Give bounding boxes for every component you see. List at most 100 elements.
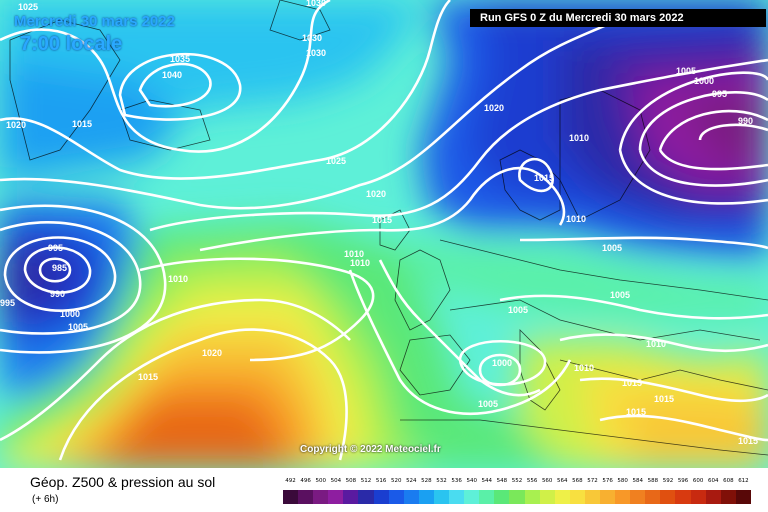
scale-label: 556 (526, 478, 538, 484)
isobar-label: 995 (712, 89, 728, 99)
isobar-label: 1015 (626, 407, 647, 417)
scale-swatch (449, 490, 465, 504)
scale-label: 568 (572, 478, 583, 484)
isobar-label: 1005 (478, 399, 499, 409)
isobar-label: 1005 (68, 322, 89, 332)
scale-label: 588 (647, 478, 659, 484)
scale-swatch (418, 490, 434, 504)
scale-swatch (539, 490, 555, 504)
color-scale-bar (283, 490, 751, 504)
scale-label: 508 (345, 478, 357, 484)
isobar-label: 1020 (366, 189, 387, 199)
isobar-label: 1025 (18, 2, 39, 12)
scale-label: 516 (375, 478, 387, 484)
scale-swatch (328, 490, 344, 504)
scale-swatch (298, 490, 314, 504)
scale-swatch (675, 490, 691, 504)
isobar-label: 1005 (508, 305, 529, 315)
chart-title: Géop. Z500 & pression au sol (30, 474, 216, 490)
isobar-label: 1030 (306, 48, 327, 58)
scale-label: 500 (315, 478, 326, 484)
isobar-label: 990 (50, 289, 66, 299)
z500-field (0, 0, 768, 468)
scale-swatch (358, 490, 374, 504)
scale-label: 572 (587, 478, 598, 484)
scale-swatch (645, 490, 661, 504)
scale-label: 540 (466, 478, 477, 484)
scale-label: 564 (557, 478, 568, 484)
isobar-label: 1015 (654, 394, 675, 404)
isobar-label: 1000 (60, 309, 81, 319)
forecast-offset: (+ 6h) (32, 494, 59, 505)
isobar-label: 985 (52, 263, 68, 273)
isobar-label: 1010 (344, 249, 365, 259)
isobar-label: 1020 (202, 348, 223, 358)
isobar-label: 1015 (72, 119, 93, 129)
scale-swatch (630, 490, 646, 504)
scale-label: 504 (330, 478, 342, 484)
isobar-label: 1010 (168, 274, 189, 284)
isobar-label: 1035 (170, 54, 191, 64)
isobar-label: 1030 (302, 33, 323, 43)
scale-label: 492 (285, 478, 296, 484)
isobar-label: 1030 (306, 0, 327, 8)
scale-swatch (464, 490, 480, 504)
color-scale-labels: 492 496 500 504 508 512 516 520 524 528 532 536 540 5… (283, 478, 751, 488)
scale-swatch (705, 490, 721, 504)
scale-swatch (494, 490, 510, 504)
scale-swatch (599, 490, 616, 504)
isobar-label: 995 (0, 298, 16, 308)
scale-label: 576 (602, 478, 613, 484)
map-local-time: 7:00 locale (20, 33, 123, 55)
map-date: Mercredi 30 mars 2022 (14, 13, 175, 30)
scale-swatch (509, 490, 525, 504)
isobar-label: 1005 (602, 243, 623, 253)
weather-map: Mercredi 30 mars 2022 7:00 locale Run GF… (0, 0, 768, 468)
scale-label: 536 (451, 478, 462, 484)
scale-label: 548 (496, 478, 508, 484)
scale-swatch (403, 490, 419, 504)
scale-label: 580 (617, 478, 628, 484)
scale-label: 608 (723, 478, 734, 484)
run-info-banner: Run GFS 0 Z du Mercredi 30 mars 2022 (470, 9, 766, 27)
scale-label: 496 (300, 478, 311, 484)
scale-swatch (660, 490, 676, 504)
scale-swatch (388, 490, 404, 504)
scale-swatch (554, 490, 570, 504)
scale-label: 524 (406, 478, 417, 484)
scale-label: 544 (481, 478, 493, 484)
scale-swatch (433, 490, 450, 504)
scale-swatch (283, 490, 299, 504)
scale-label: 552 (511, 478, 523, 484)
scale-label: 612 (738, 478, 749, 484)
scale-label: 528 (421, 478, 432, 484)
isobar-label: 1025 (326, 156, 347, 166)
scale-swatch (313, 490, 329, 504)
isobar-label: 1010 (350, 258, 371, 268)
copyright-notice: Copyright © 2022 Meteociel.fr (300, 444, 441, 455)
isobar-label: 1010 (574, 363, 595, 373)
scale-swatch (735, 490, 751, 504)
scale-swatch (343, 490, 359, 504)
scale-swatch (615, 490, 631, 504)
isobar-label: 990 (738, 116, 754, 126)
isobar-label: 1010 (569, 133, 590, 143)
scale-swatch (720, 490, 736, 504)
isobar-label: 1020 (6, 120, 27, 130)
scale-swatch (524, 490, 540, 504)
scale-label: 520 (390, 478, 402, 484)
isobar-label: 995 (48, 243, 64, 253)
scale-swatch (584, 490, 600, 504)
isobar-label: 1015 (138, 372, 159, 382)
isobar-label: 1000 (694, 76, 715, 86)
isobar-label: 1000 (492, 358, 513, 368)
isobar-label: 1005 (676, 66, 697, 76)
isobar-label: 1015 (534, 173, 555, 183)
scale-swatch (690, 490, 706, 504)
scale-label: 592 (662, 478, 674, 484)
isobar-label: 1020 (484, 103, 505, 113)
isobar-label: 1015 (738, 436, 759, 446)
scale-label: 604 (708, 478, 719, 484)
scale-label: 600 (692, 478, 704, 484)
scale-swatch (569, 490, 585, 504)
